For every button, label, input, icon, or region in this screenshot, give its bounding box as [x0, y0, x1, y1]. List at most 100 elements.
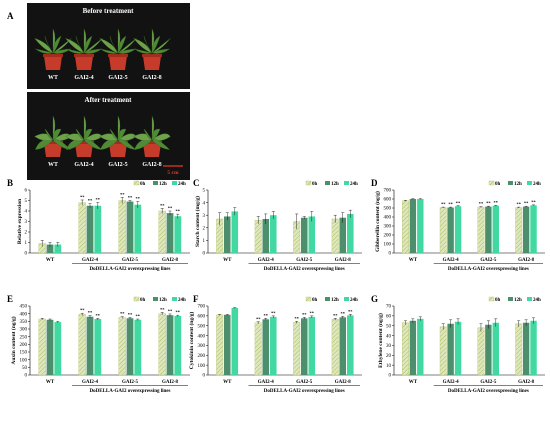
legend-label-12h: 12h — [331, 182, 339, 187]
bar-gai2-4-0h — [254, 322, 262, 376]
bar-gai2-4-24h — [94, 205, 102, 253]
legend-swatch-24h — [172, 181, 177, 185]
bar-gai2-5-24h — [492, 205, 500, 253]
plants-after — [34, 115, 171, 157]
y-tick-label: 600 — [198, 315, 206, 320]
y-tick-label: 50 — [386, 324, 392, 329]
panel-e-letter: E — [7, 294, 13, 304]
significance-mark: ** — [264, 313, 269, 318]
leaf — [35, 48, 54, 54]
y-tick-label: 0 — [25, 252, 28, 257]
category-label-wt: WT — [409, 258, 418, 263]
leaf — [117, 115, 121, 141]
legend-swatch-24h — [344, 297, 349, 301]
significance-mark: ** — [128, 312, 133, 317]
y-tick-label: 0 — [25, 374, 28, 379]
legend-label-12h: 12h — [159, 182, 167, 187]
bar-gai2-4-0h — [439, 207, 447, 254]
group-title: DoDELLA-GAI2 overexpressing lines — [90, 389, 171, 394]
bar-wt-24h — [54, 322, 62, 375]
leaf — [66, 48, 85, 54]
panel-c-letter: C — [193, 178, 200, 188]
leaf — [151, 48, 171, 54]
bar-gai2-8-12h — [522, 322, 530, 375]
bar-gai2-5-12h — [300, 318, 308, 375]
photo-label-gai2-4: GAI2-4 — [74, 75, 93, 81]
leaf — [52, 48, 72, 54]
y-tick-label: 450 — [20, 305, 28, 310]
plant-gai2-5 — [99, 28, 137, 70]
y-axis-label: Gibberellin content (ng/g) — [374, 191, 381, 252]
plant-gai2-4 — [65, 28, 103, 70]
leaf — [109, 128, 119, 141]
significance-mark: ** — [88, 198, 93, 203]
bar-wt-12h — [46, 319, 54, 375]
bar-gai2-5-12h — [300, 217, 308, 253]
y-tick-label: 60 — [386, 315, 392, 320]
category-label-gai2-5: GAI2-5 — [480, 380, 497, 385]
bar-wt-12h — [223, 314, 231, 375]
leaf — [151, 115, 155, 141]
leaf — [44, 128, 54, 141]
category-label-gai2-4: GAI2-4 — [258, 380, 275, 385]
legend-swatch-24h — [172, 297, 177, 301]
leaf — [44, 35, 54, 54]
y-tick-label: 0 — [203, 374, 206, 379]
legend-label-24h: 24h — [350, 298, 358, 303]
pot — [75, 143, 93, 157]
y-tick-label: 700 — [384, 189, 392, 194]
bar-wt-24h — [417, 318, 424, 375]
plant-gai2-5 — [99, 115, 137, 157]
y-tick-label: 0 — [203, 252, 206, 257]
after-treatment-title: After treatment — [85, 96, 133, 104]
leaf — [143, 35, 153, 54]
bar-gai2-4-24h — [94, 319, 102, 375]
y-tick-label: 0 — [389, 252, 392, 257]
plant-gai2-4 — [65, 115, 103, 157]
category-label-gai2-8: GAI2-8 — [518, 258, 535, 263]
significance-mark: ** — [120, 311, 125, 316]
pot-rim — [142, 54, 162, 57]
pot-rim — [74, 141, 94, 144]
leaf — [109, 35, 119, 54]
bar-wt-12h — [46, 244, 54, 253]
significance-mark: ** — [120, 192, 125, 197]
bar-gai2-4-24h — [454, 206, 462, 253]
panel-d-letter: D — [371, 178, 378, 188]
category-label-wt: WT — [46, 258, 55, 263]
leaf — [151, 139, 171, 150]
bar-wt-0h — [38, 318, 46, 376]
category-label-gai2-5: GAI2-5 — [296, 258, 313, 263]
bar-gai2-8-24h — [174, 216, 182, 253]
y-tick-label: 100 — [20, 358, 28, 363]
legend-swatch-12h — [508, 297, 513, 301]
bar-gai2-5-0h — [118, 317, 126, 376]
bar-gai2-4-12h — [447, 323, 454, 375]
category-label-gai2-5: GAI2-5 — [480, 258, 497, 263]
pot — [143, 56, 161, 70]
significance-mark: ** — [333, 313, 338, 318]
legend-swatch-12h — [325, 297, 330, 301]
legend-label-0h: 0h — [495, 182, 501, 187]
y-tick-label: 100 — [198, 364, 206, 369]
y-tick-label: 5 — [203, 189, 206, 194]
leaf — [100, 48, 119, 54]
legend-swatch-24h — [344, 181, 349, 185]
category-label-wt: WT — [46, 380, 55, 385]
category-label-gai2-8: GAI2-8 — [335, 380, 352, 385]
y-tick-label: 3 — [203, 214, 206, 219]
y-tick-label: 50 — [22, 366, 28, 371]
plant-gai2-8 — [133, 28, 171, 70]
bar-wt-24h — [231, 211, 239, 253]
significance-mark: ** — [294, 316, 299, 321]
leaf — [151, 35, 161, 54]
y-axis-label: Starch content (mg/g) — [194, 196, 201, 247]
pot-rim — [108, 141, 128, 144]
photo-label-gai2-5: GAI2-5 — [108, 162, 127, 168]
photo-label-gai2-8: GAI2-8 — [142, 75, 161, 81]
photo-label-gai2-5: GAI2-5 — [108, 75, 127, 81]
significance-mark: ** — [96, 197, 101, 202]
leaf — [75, 128, 85, 141]
significance-mark: ** — [160, 307, 165, 312]
